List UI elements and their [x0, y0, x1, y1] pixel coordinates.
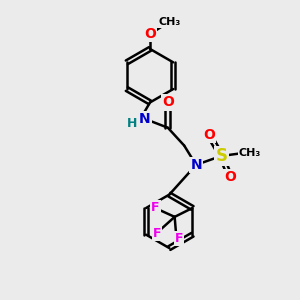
Text: F: F: [175, 232, 183, 245]
Text: N: N: [139, 112, 151, 126]
Text: O: O: [162, 95, 174, 110]
Text: H: H: [127, 117, 137, 130]
Text: O: O: [203, 128, 215, 142]
Text: N: N: [190, 158, 202, 172]
Text: CH₃: CH₃: [238, 148, 261, 158]
Text: F: F: [153, 227, 161, 240]
Text: CH₃: CH₃: [158, 17, 180, 27]
Text: F: F: [151, 202, 160, 214]
Text: S: S: [215, 147, 227, 165]
Text: O: O: [144, 27, 156, 41]
Text: O: O: [224, 170, 236, 184]
